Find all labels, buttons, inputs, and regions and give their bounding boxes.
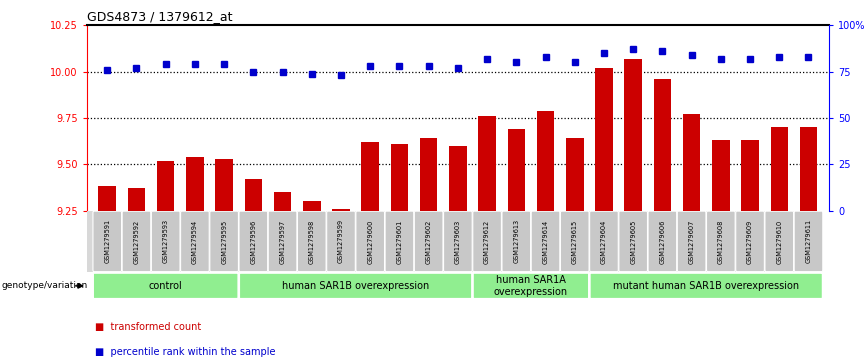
Text: GSM1279614: GSM1279614: [542, 219, 549, 264]
Bar: [186, 157, 204, 211]
Text: GSM1279603: GSM1279603: [455, 219, 461, 264]
Text: GSM1279612: GSM1279612: [484, 219, 490, 264]
Text: GSM1279596: GSM1279596: [250, 219, 256, 264]
FancyBboxPatch shape: [210, 211, 239, 272]
FancyBboxPatch shape: [239, 273, 472, 299]
FancyBboxPatch shape: [93, 273, 239, 299]
Bar: [303, 201, 320, 211]
Bar: [624, 59, 642, 211]
Text: GSM1279606: GSM1279606: [660, 219, 666, 264]
FancyBboxPatch shape: [385, 211, 414, 272]
FancyBboxPatch shape: [765, 211, 793, 272]
FancyBboxPatch shape: [473, 211, 502, 272]
Bar: [273, 192, 292, 211]
Bar: [420, 138, 437, 211]
FancyBboxPatch shape: [356, 211, 385, 272]
Bar: [741, 140, 759, 211]
FancyBboxPatch shape: [326, 211, 355, 272]
Text: GSM1279593: GSM1279593: [162, 219, 168, 264]
Text: human SAR1A
overexpression: human SAR1A overexpression: [494, 275, 568, 297]
FancyBboxPatch shape: [93, 211, 122, 272]
Text: GSM1279604: GSM1279604: [601, 219, 607, 264]
Bar: [245, 179, 262, 211]
Text: control: control: [148, 281, 182, 291]
Text: GSM1279611: GSM1279611: [806, 219, 812, 264]
FancyBboxPatch shape: [648, 211, 677, 272]
Bar: [508, 129, 525, 211]
Text: GSM1279599: GSM1279599: [338, 219, 344, 264]
Text: GSM1279605: GSM1279605: [630, 219, 636, 264]
Bar: [654, 79, 671, 211]
Text: genotype/variation: genotype/variation: [2, 281, 88, 290]
Bar: [478, 116, 496, 211]
Text: GSM1279597: GSM1279597: [279, 219, 286, 264]
Bar: [536, 111, 555, 211]
Bar: [157, 160, 174, 211]
Text: GSM1279602: GSM1279602: [425, 219, 431, 264]
FancyBboxPatch shape: [298, 211, 326, 272]
FancyBboxPatch shape: [589, 211, 618, 272]
Bar: [128, 188, 145, 211]
Text: ■  percentile rank within the sample: ■ percentile rank within the sample: [95, 347, 276, 357]
Text: GSM1279598: GSM1279598: [309, 219, 315, 264]
Bar: [215, 159, 233, 211]
Text: GSM1279615: GSM1279615: [572, 219, 578, 264]
Bar: [98, 187, 116, 211]
FancyBboxPatch shape: [794, 211, 823, 272]
Bar: [683, 114, 700, 211]
Bar: [595, 68, 613, 211]
Text: GSM1279595: GSM1279595: [221, 219, 227, 264]
Bar: [332, 209, 350, 211]
FancyBboxPatch shape: [561, 211, 589, 272]
FancyBboxPatch shape: [444, 211, 472, 272]
FancyBboxPatch shape: [707, 211, 735, 272]
Text: GSM1279610: GSM1279610: [776, 219, 782, 264]
Bar: [361, 142, 379, 211]
Text: mutant human SAR1B overexpression: mutant human SAR1B overexpression: [613, 281, 799, 291]
Text: GSM1279613: GSM1279613: [513, 219, 519, 264]
FancyBboxPatch shape: [268, 211, 297, 272]
Bar: [566, 138, 583, 211]
FancyBboxPatch shape: [122, 211, 151, 272]
FancyBboxPatch shape: [736, 211, 765, 272]
Text: human SAR1B overexpression: human SAR1B overexpression: [282, 281, 430, 291]
FancyBboxPatch shape: [181, 211, 209, 272]
Text: GSM1279607: GSM1279607: [688, 219, 694, 264]
Text: GSM1279592: GSM1279592: [134, 219, 140, 264]
FancyBboxPatch shape: [151, 211, 180, 272]
Bar: [391, 144, 408, 211]
FancyBboxPatch shape: [473, 273, 589, 299]
Text: GSM1279608: GSM1279608: [718, 219, 724, 264]
Bar: [799, 127, 818, 211]
FancyBboxPatch shape: [589, 273, 823, 299]
FancyBboxPatch shape: [677, 211, 706, 272]
FancyBboxPatch shape: [239, 211, 267, 272]
Text: GSM1279594: GSM1279594: [192, 219, 198, 264]
FancyBboxPatch shape: [414, 211, 443, 272]
FancyBboxPatch shape: [502, 211, 530, 272]
FancyBboxPatch shape: [531, 211, 560, 272]
Text: GSM1279591: GSM1279591: [104, 219, 110, 264]
FancyBboxPatch shape: [619, 211, 648, 272]
Bar: [449, 146, 467, 211]
Bar: [712, 140, 730, 211]
Text: GDS4873 / 1379612_at: GDS4873 / 1379612_at: [87, 10, 233, 23]
Bar: [771, 127, 788, 211]
Text: GSM1279609: GSM1279609: [747, 219, 753, 264]
Text: ■  transformed count: ■ transformed count: [95, 322, 201, 332]
Text: GSM1279601: GSM1279601: [397, 219, 403, 264]
Text: GSM1279600: GSM1279600: [367, 219, 373, 264]
